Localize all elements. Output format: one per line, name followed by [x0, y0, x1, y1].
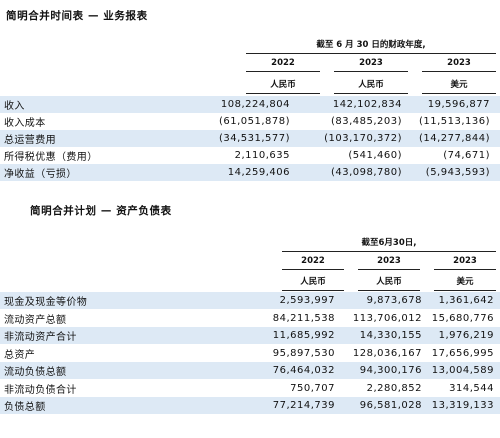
- table-row: 收入 108,224,804 142,102,834 19,596,877: [0, 96, 500, 113]
- balance-col-year: 2023: [434, 256, 496, 270]
- row-label: 总运营费用: [4, 135, 56, 146]
- row-value: 94,300,176: [359, 365, 422, 376]
- table-row: 现金及现金等价物 2,593,997 9,873,678 1,361,642: [0, 292, 500, 309]
- row-value: 11,685,992: [272, 330, 335, 341]
- row-value: (43,098,780): [330, 167, 402, 178]
- row-value: 13,319,133: [431, 400, 494, 411]
- row-value: (34,531,577): [218, 133, 290, 144]
- income-col-currency: 人民币: [246, 78, 320, 94]
- row-value: 2,110,635: [234, 150, 290, 161]
- row-value: (14,277,844): [418, 133, 490, 144]
- row-value: 108,224,804: [220, 99, 290, 110]
- balance-col-year: 2023: [358, 256, 420, 270]
- row-label: 总资产: [4, 349, 36, 361]
- income-col-currency: 美元: [422, 78, 496, 94]
- table-row: 总资产 95,897,530 128,036,167 17,656,995: [0, 344, 500, 362]
- row-label: 非流动负债合计: [4, 384, 77, 396]
- row-value: (83,485,203): [330, 116, 402, 127]
- row-value: 128,036,167: [352, 347, 422, 359]
- table-row: 负债总额 77,214,739 96,581,028 13,319,133: [0, 397, 500, 414]
- row-value: 142,102,834: [332, 99, 402, 110]
- table-row: 流动负债总额 76,464,032 94,300,176 13,004,589: [0, 362, 500, 379]
- income-col-year: 2023: [334, 58, 408, 72]
- row-value: 314,544: [449, 382, 494, 394]
- row-value: 96,581,028: [359, 400, 422, 411]
- balance-sheet-title: 简明合并计划 — 资产负债表: [30, 205, 172, 217]
- row-value: 77,214,739: [272, 400, 335, 411]
- income-period-header: 截至 6 月 30 日的财政年度,: [246, 38, 496, 54]
- row-value: 13,004,589: [431, 365, 494, 376]
- row-label: 流动资产总额: [4, 314, 67, 326]
- balance-col-currency: 美元: [434, 275, 496, 291]
- table-row: 非流动资产合计 11,685,992 14,330,155 1,976,219: [0, 327, 500, 344]
- row-value: (61,051,878): [218, 116, 290, 127]
- row-value: 15,680,776: [431, 312, 494, 324]
- row-value: (103,170,372): [324, 133, 402, 144]
- row-value: 14,330,155: [359, 330, 422, 341]
- table-row: 净收益（亏损） 14,259,406 (43,098,780) (5,943,5…: [0, 164, 500, 181]
- row-label: 负债总额: [4, 402, 46, 413]
- row-value: 14,259,406: [227, 167, 290, 178]
- row-value: (74,671): [443, 150, 490, 161]
- row-value: 76,464,032: [272, 365, 335, 376]
- row-label: 非流动资产合计: [4, 332, 77, 343]
- row-label: 流动负债总额: [4, 367, 67, 378]
- row-value: 750,707: [290, 382, 335, 394]
- row-value: 17,656,995: [431, 347, 494, 359]
- income-statement-title: 简明合并时间表 — 业务报表: [6, 10, 148, 22]
- table-row: 收入成本 (61,051,878) (83,485,203) (11,513,1…: [0, 113, 500, 130]
- row-label: 现金及现金等价物: [4, 297, 88, 308]
- row-value: (11,513,136): [418, 116, 490, 127]
- table-row: 所得税优惠（费用） 2,110,635 (541,460) (74,671): [0, 147, 500, 164]
- row-value: 1,976,219: [438, 330, 494, 341]
- row-value: 19,596,877: [427, 99, 490, 110]
- row-value: 84,211,538: [272, 312, 335, 324]
- row-value: 113,706,012: [352, 312, 422, 324]
- table-row: 流动资产总额 84,211,538 113,706,012 15,680,776: [0, 309, 500, 327]
- row-value: 95,897,530: [272, 347, 335, 359]
- income-col-year: 2022: [246, 58, 320, 72]
- row-label: 净收益（亏损）: [4, 169, 77, 180]
- row-value: (5,943,593): [425, 167, 490, 178]
- income-col-currency: 人民币: [334, 78, 408, 94]
- row-label: 收入成本: [4, 118, 46, 129]
- table-row: 非流动负债合计 750,707 2,280,852 314,544: [0, 379, 500, 397]
- row-label: 收入: [4, 101, 25, 112]
- balance-col-year: 2022: [282, 256, 344, 270]
- balance-col-currency: 人民币: [282, 275, 344, 291]
- income-col-year: 2023: [422, 58, 496, 72]
- row-value: 2,280,852: [366, 382, 422, 394]
- row-value: 1,361,642: [438, 295, 494, 306]
- balance-period-header: 截至6月30日,: [282, 236, 496, 252]
- row-value: 2,593,997: [279, 295, 335, 306]
- row-value: 9,873,678: [366, 295, 422, 306]
- balance-col-currency: 人民币: [358, 275, 420, 291]
- table-row: 总运营费用 (34,531,577) (103,170,372) (14,277…: [0, 130, 500, 147]
- row-label: 所得税优惠（费用）: [4, 152, 98, 163]
- row-value: (541,460): [348, 150, 402, 161]
